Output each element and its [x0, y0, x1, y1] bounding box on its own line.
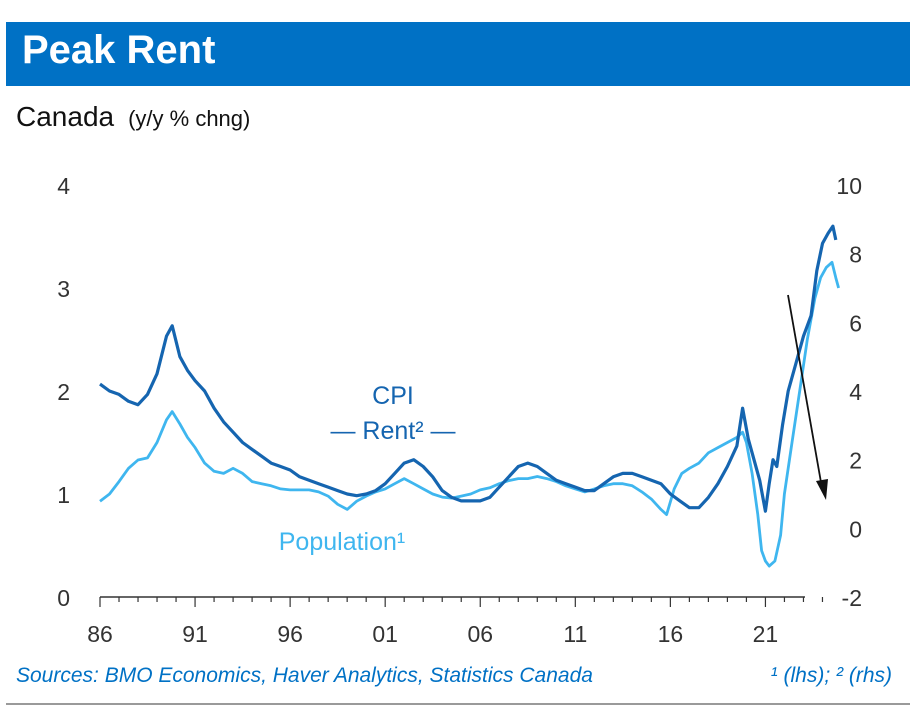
x-tick-label: 21 [753, 621, 779, 647]
x-axis: 86 91 96 01 06 11 16 21 [87, 596, 824, 647]
sources-note: Sources: BMO Economics, Haver Analytics,… [16, 664, 593, 687]
label-cpi: CPI [372, 382, 414, 410]
subtitle-units: (y/y % chng) [128, 106, 251, 131]
page-title: Peak Rent [22, 28, 216, 72]
label-population: Population¹ [279, 528, 405, 556]
x-tick-label: 91 [182, 621, 208, 647]
x-tick-label: 96 [277, 621, 303, 647]
right-tick-label: 10 [836, 173, 862, 199]
left-tick-label: 4 [57, 173, 70, 199]
x-tick-label: 11 [563, 621, 587, 647]
series-layer [99, 224, 840, 568]
right-tick-label: 2 [849, 448, 862, 474]
left-tick-label: 0 [57, 585, 70, 611]
right-axis: -2 0 2 4 6 8 10 [836, 173, 862, 611]
series-labels: CPI — Rent² — Population¹ [279, 382, 456, 556]
forecast-arrow [787, 294, 828, 500]
left-axis: 0 1 2 3 4 [57, 173, 70, 611]
bottom-rule [6, 703, 910, 705]
series-line-cpi-rent [99, 224, 838, 513]
right-tick-label: 8 [849, 242, 862, 268]
left-tick-label: 2 [57, 379, 70, 405]
x-tick-label: 86 [87, 621, 113, 647]
x-tick-label: 01 [372, 621, 398, 647]
label-rent: — Rent² — [330, 417, 455, 445]
series-line-population [99, 260, 840, 568]
subtitle-region: Canada [16, 101, 115, 132]
right-tick-label: 0 [849, 516, 862, 542]
right-tick-label: -2 [842, 585, 862, 611]
right-tick-label: 6 [849, 310, 862, 336]
chart-subtitle: Canada (y/y % chng) [16, 101, 250, 133]
right-tick-label: 4 [849, 379, 862, 405]
header-bar: Peak Rent [6, 22, 910, 86]
arrow-shaft [787, 294, 823, 489]
x-tick-label: 06 [467, 621, 493, 647]
arrow-head [816, 479, 828, 500]
axis-footnote: ¹ (lhs); ² (rhs) [770, 664, 892, 687]
x-tick-label: 16 [658, 621, 684, 647]
left-tick-label: 1 [57, 482, 70, 508]
left-tick-label: 3 [57, 276, 70, 302]
